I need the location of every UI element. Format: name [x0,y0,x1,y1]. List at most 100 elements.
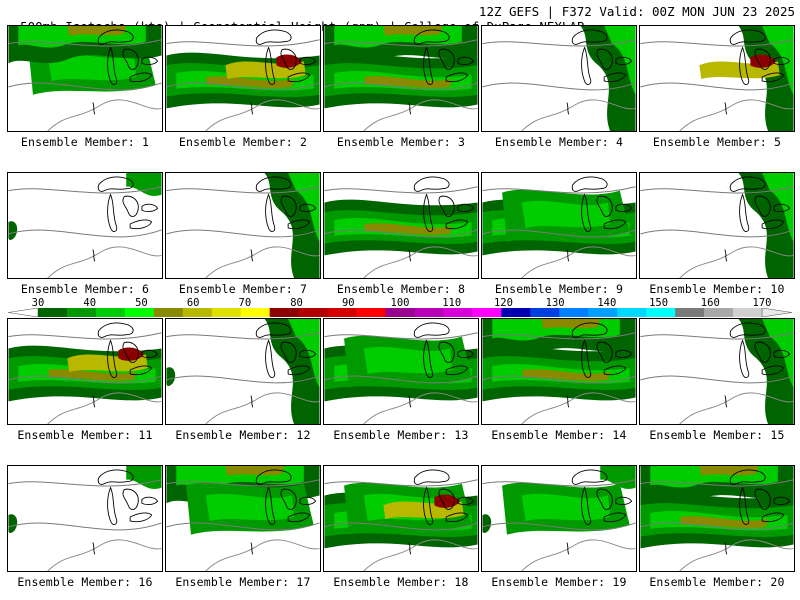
lake-michigan-outline [581,486,592,525]
member-map-canvas [482,466,636,571]
colorbar-tick-label: 170 [752,297,772,309]
height-contour [521,539,636,571]
height-contour [482,332,636,340]
height-contour [324,332,478,340]
lake-superior-outline [97,469,134,485]
height-contour [640,39,794,47]
colorbar-swatch [559,308,589,317]
lake-erie-outline [445,219,469,230]
lake-huron-outline [122,488,139,510]
height-contour [640,375,794,384]
colorbar-swatch [530,308,560,317]
lake-ontario-outline [141,496,159,506]
member-map-canvas [8,173,162,278]
height-contour [47,99,162,131]
colorbar-swatch [124,308,155,317]
colorbar-swatch [356,308,386,317]
lake-huron-outline [280,48,297,70]
ensemble-member-label: Ensemble Member: 20 [649,575,785,589]
coastline-mark [566,249,570,262]
lake-superior-outline [97,322,134,338]
lake-michigan-outline [739,46,750,85]
colorbar-ticks: 30 40 50 60 70 80 90 100 110 120 130 140 150 160 170 [8,297,792,309]
isotach-shading [762,173,794,242]
colorbar-swatch [646,308,676,317]
isotach-shading [67,26,127,36]
member-map-canvas [640,26,794,131]
colorbar-swatch [704,308,734,317]
isotach-shading [541,319,601,329]
colorbar-swatch [675,308,705,317]
colorbar-swatch [385,308,415,317]
lake-erie-outline [287,365,311,376]
lake-michigan-outline [423,486,434,525]
member-map-canvas [8,322,162,424]
member-map-canvas [166,29,320,131]
colorbar-swatch [501,308,531,317]
coastline-mark [250,102,254,115]
coastline-mark [92,395,96,408]
height-contour [482,229,636,238]
isotach-shading [47,53,137,81]
isotach-shading [521,200,611,228]
isotach-shading [8,221,18,241]
lake-erie-outline [287,512,311,523]
height-contour [679,99,794,131]
height-contour [679,539,794,571]
height-contour [205,246,320,278]
colorbar-swatch [733,308,763,317]
lake-huron-outline [438,341,455,363]
coastline-mark [566,102,570,115]
lake-huron-outline [596,341,613,363]
isotach-shading [363,223,453,235]
colorbar-swatch [95,308,126,317]
colorbar-swatch [443,308,473,317]
height-contour [8,522,162,531]
isotach-shading [47,369,137,381]
ensemble-member-label: Ensemble Member: 12 [175,428,311,442]
lake-huron-outline [754,48,771,70]
colorbar-tick-label: 100 [390,297,410,309]
member-map-canvas [8,26,162,131]
colorbar-tick-label: 110 [442,297,462,309]
lake-huron-outline [122,195,139,217]
colorbar-swatch [472,308,502,317]
member-map-canvas [482,176,636,278]
height-contour [640,332,794,340]
ensemble-member-map [165,465,321,572]
ensemble-member-map [323,465,479,572]
lake-ontario-outline [457,203,475,213]
height-contour [640,522,794,531]
ensemble-member-label: Ensemble Member: 10 [649,282,785,296]
lake-superior-outline [729,176,766,192]
colorbar-swatch [414,308,444,317]
height-contour [324,82,478,91]
height-contour [166,229,320,238]
lake-huron-outline [754,195,771,217]
height-contour [324,229,478,238]
lake-ontario-outline [773,203,791,213]
member-map-canvas [324,469,478,571]
height-contour [521,246,636,278]
height-contour [47,392,162,424]
height-contour [8,82,162,91]
lake-huron-outline [438,48,455,70]
ensemble-member-map [323,318,479,425]
colorbar-swatch [38,308,68,317]
lake-huron-outline [280,195,297,217]
colorbar-tick-label: 90 [341,297,355,309]
isotach-shading [604,26,636,95]
lake-michigan-outline [581,339,592,378]
height-contour [482,479,636,487]
coastline-mark [566,395,570,408]
ensemble-member-label: Ensemble Member: 5 [652,135,782,149]
lake-ontario-outline [773,56,791,66]
colorbar-swatch [588,308,618,317]
lake-superior-outline [255,469,292,485]
ensemble-member-label: Ensemble Member: 16 [17,575,153,589]
colorbar-min-arrow [8,308,39,317]
colorbar-swatch [617,308,647,317]
lake-erie-outline [445,512,469,523]
ensemble-member-map [481,25,637,132]
lake-michigan-outline [739,339,750,378]
